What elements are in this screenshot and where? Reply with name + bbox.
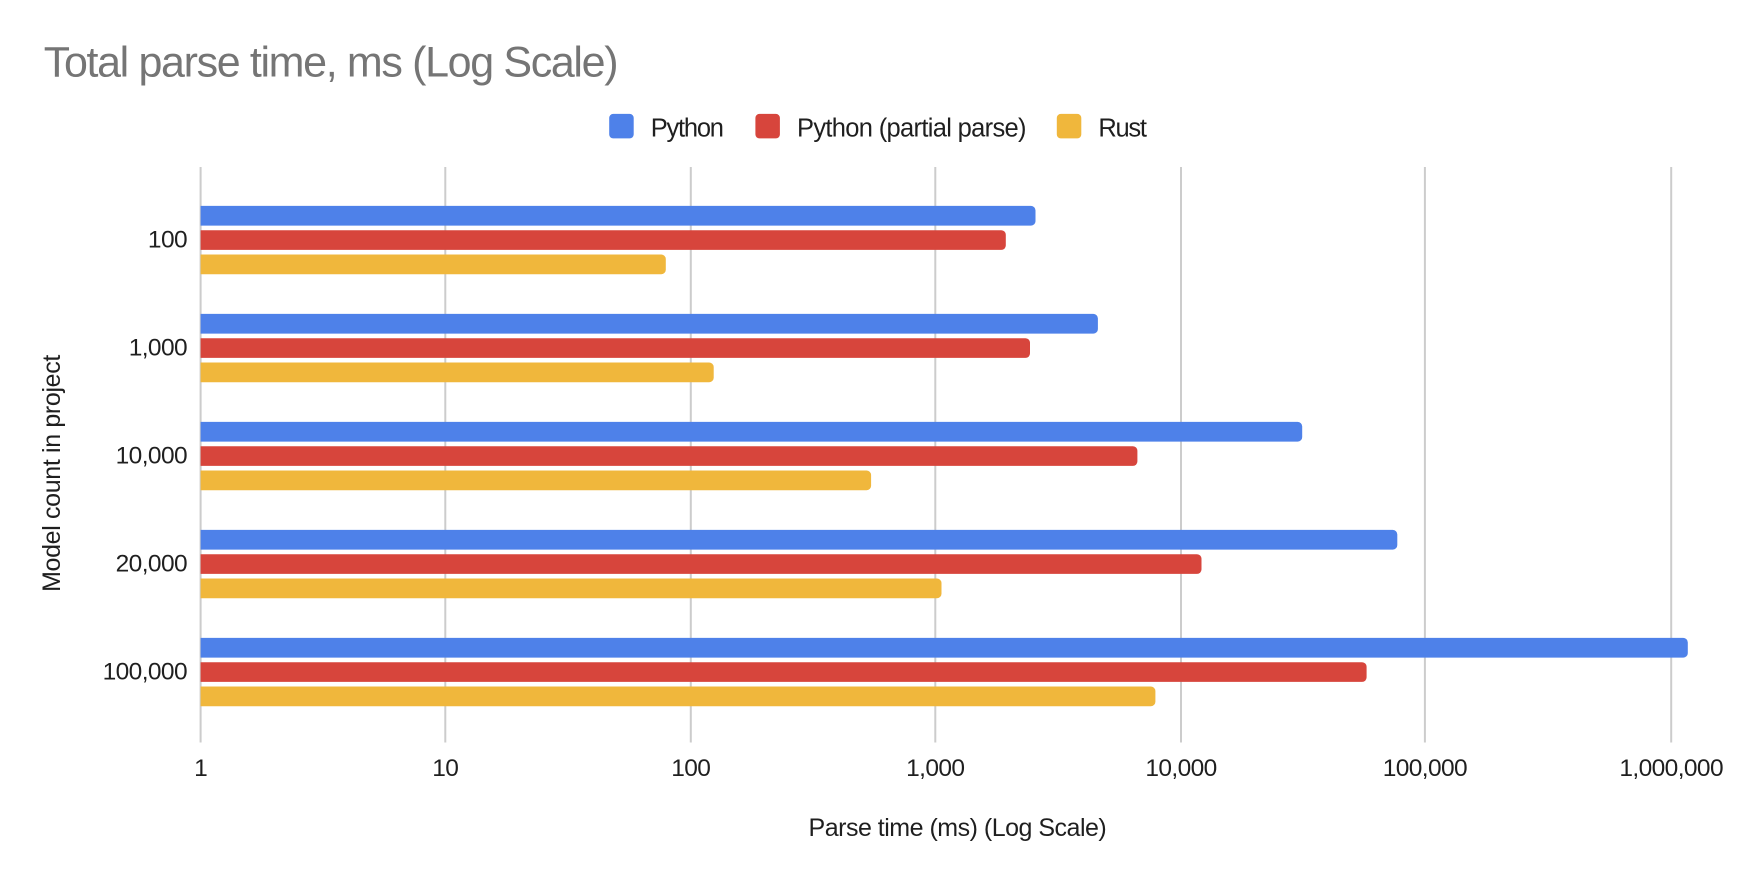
svg-text:1,000: 1,000: [906, 755, 964, 782]
svg-text:1,000: 1,000: [129, 335, 187, 362]
svg-text:1,000,000: 1,000,000: [1619, 755, 1723, 782]
svg-text:Model count in project: Model count in project: [38, 355, 66, 592]
svg-text:Total parse time, ms (Log Scal: Total parse time, ms (Log Scale): [44, 39, 617, 87]
svg-text:Python: Python: [651, 114, 723, 142]
svg-text:Parse time (ms) (Log Scale): Parse time (ms) (Log Scale): [809, 814, 1107, 842]
svg-text:100: 100: [671, 755, 710, 782]
svg-text:100: 100: [148, 227, 187, 254]
svg-text:Python (partial parse): Python (partial parse): [797, 114, 1026, 142]
svg-text:100,000: 100,000: [103, 659, 187, 686]
svg-text:20,000: 20,000: [116, 551, 187, 578]
svg-text:10: 10: [432, 755, 458, 782]
svg-text:10,000: 10,000: [116, 443, 187, 470]
svg-text:1: 1: [194, 755, 207, 782]
svg-text:10,000: 10,000: [1145, 755, 1216, 782]
svg-text:100,000: 100,000: [1383, 755, 1467, 782]
svg-text:Rust: Rust: [1098, 114, 1146, 142]
